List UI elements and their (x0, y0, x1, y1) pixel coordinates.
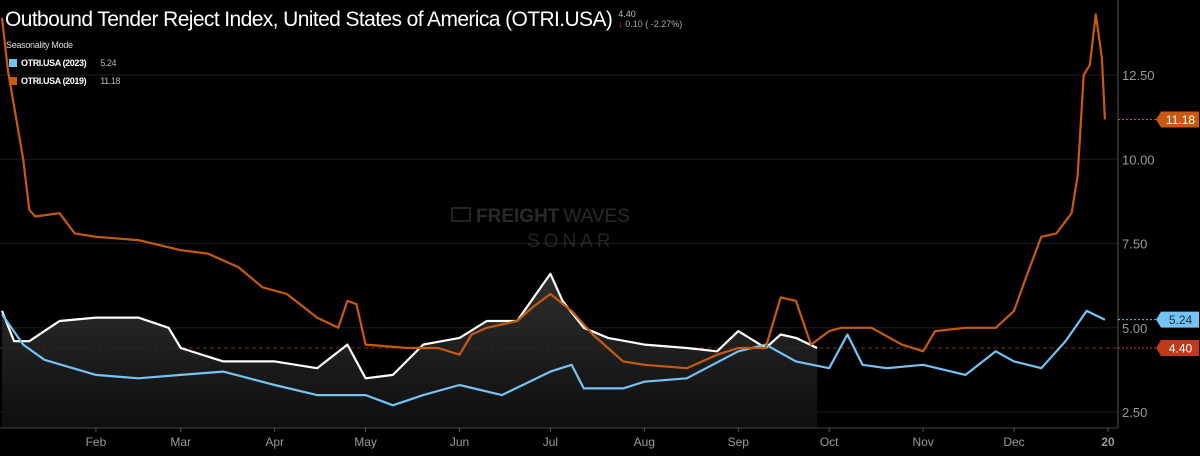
watermark: FREIGHT WAVES SONAR (451, 206, 630, 252)
series-area-fill (2, 273, 818, 428)
x-tick-label: Aug (634, 435, 655, 449)
last-value: 4.40 (618, 9, 636, 19)
seasonality-mode-label: Seasonality Mode (6, 40, 73, 50)
end-value-label: 11.18 (1118, 111, 1199, 128)
series-line-otri-usa-2023-[interactable] (1, 309, 1106, 407)
grid (0, 74, 1118, 413)
legend-item-2019[interactable]: OTRI.USA (2019) 11.18 (9, 76, 120, 86)
svg-text:11.18: 11.18 (1166, 113, 1195, 127)
x-tick-label: Oct (820, 435, 839, 449)
watermark-logo-icon (451, 207, 471, 222)
end-value-label: 4.40 (1118, 339, 1199, 356)
x-tick-label: Nov (912, 435, 933, 449)
chart-header: Outbound Tender Reject Index, United Sta… (5, 8, 682, 32)
x-tick-label: Jul (543, 435, 558, 449)
x-tick-label: Sep (728, 435, 750, 449)
svg-text:5.24: 5.24 (1169, 313, 1193, 327)
y-tick-label: 7.50 (1122, 237, 1147, 252)
x-tick-label: May (354, 435, 377, 449)
watermark-light: WAVES (563, 206, 630, 227)
legend-swatch (9, 77, 17, 85)
last-value-block: 4.40 ↓ 0.10 ( -2.27%) (618, 8, 682, 29)
legend-value: 5.24 (100, 58, 117, 68)
legend-label: OTRI.USA (2023) (21, 58, 87, 68)
chart-title: Outbound Tender Reject Index, United Sta… (5, 8, 613, 31)
watermark-line1: FREIGHT WAVES (476, 206, 630, 227)
down-arrow-icon: ↓ (618, 19, 623, 29)
svg-text:4.40: 4.40 (1169, 341, 1193, 355)
series-line-otri-usa[interactable] (0, 272, 818, 380)
series-line-otri-usa-2019-[interactable] (0, 13, 1106, 370)
legend-value: 11.18 (100, 76, 121, 86)
series-layer (0, 13, 1106, 428)
x-tick-label: Feb (86, 435, 107, 449)
y-tick-label: 10.00 (1122, 152, 1155, 167)
x-tick-label: Apr (265, 435, 284, 449)
watermark-sonar: SONAR (527, 231, 615, 252)
x-tick-label: Mar (170, 435, 191, 449)
x-tick-label: Dec (1003, 435, 1024, 449)
watermark-bold: FREIGHT (476, 206, 560, 227)
legend-label: OTRI.USA (2019) (21, 76, 87, 86)
x-tick-label: 20 (1101, 435, 1115, 449)
x-tick-label: Jun (450, 435, 469, 449)
legend-item-2023[interactable]: OTRI.USA (2023) 5.24 (9, 58, 117, 68)
change-value: 0.10 ( -2.27%) (625, 19, 683, 29)
y-tick-label: 12.50 (1122, 68, 1155, 83)
legend-swatch (9, 59, 17, 67)
y-tick-label: 2.50 (1122, 405, 1147, 420)
y-tick-label: 5.00 (1122, 321, 1147, 336)
end-value-label: 5.24 (1118, 311, 1199, 328)
